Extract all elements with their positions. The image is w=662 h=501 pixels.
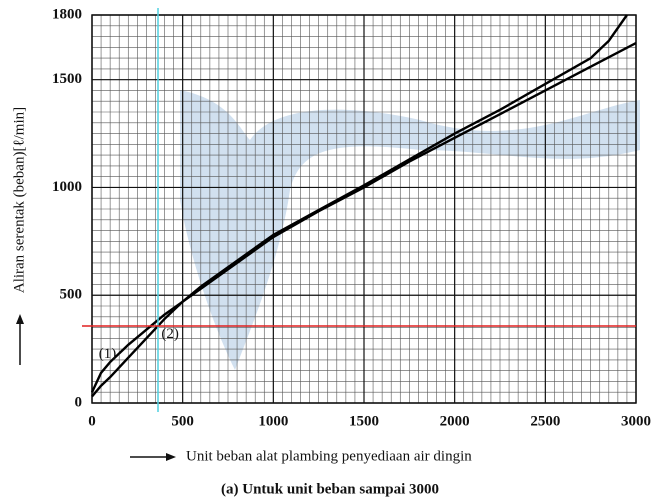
- y-axis-label: Aliran serentak (beban)[ℓ/min]: [11, 107, 27, 293]
- curve: [91, 14, 628, 398]
- caption: (a) Untuk unit beban sampai 3000: [221, 481, 439, 497]
- x-tick-label: 1000: [258, 413, 288, 429]
- curve: [90, 41, 637, 393]
- x-tick-label: 1500: [349, 413, 379, 429]
- y-tick-label: 1500: [52, 71, 82, 87]
- y-tick-label: 0: [75, 394, 83, 410]
- x-axis-label: Unit beban alat plambing penyediaan air …: [186, 448, 472, 464]
- curve-label: (1): [99, 346, 117, 362]
- x-axis-arrow: [130, 453, 176, 461]
- x-tick-label: 500: [171, 413, 194, 429]
- x-tick-label: 2500: [530, 413, 560, 429]
- x-tick-label: 2000: [440, 413, 470, 429]
- watermark: [180, 90, 640, 370]
- curve-label: (2): [161, 326, 179, 342]
- y-axis-arrow: [16, 314, 24, 365]
- x-tick-label: 3000: [621, 413, 651, 429]
- y-tick-label: 1800: [52, 6, 82, 22]
- y-tick-label: 500: [60, 287, 83, 303]
- plot-frame: [91, 14, 637, 404]
- y-tick-label: 1000: [52, 179, 82, 195]
- x-tick-label: 0: [88, 413, 96, 429]
